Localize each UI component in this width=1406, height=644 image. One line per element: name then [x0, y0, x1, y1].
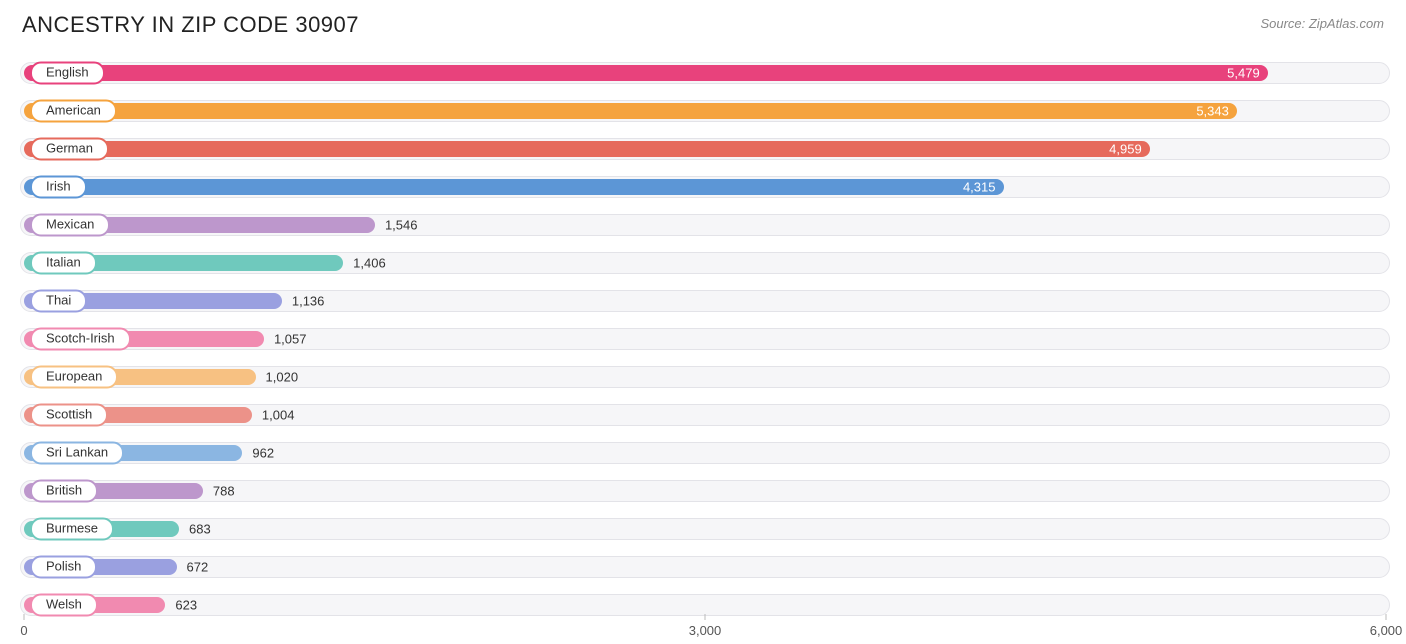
bar-value: 5,343 — [1196, 104, 1229, 119]
bar-value: 1,057 — [274, 332, 307, 347]
bar-label-pill: English — [30, 62, 105, 85]
bar-value: 788 — [213, 484, 235, 499]
bar-label-pill: Welsh — [30, 594, 98, 617]
bar-fill — [24, 65, 1268, 81]
bar-label-pill: Sri Lankan — [30, 442, 124, 465]
bar-value: 4,959 — [1109, 142, 1142, 157]
bar-row: Mexican 1,546 — [20, 208, 1390, 242]
axis-tick-label: 3,000 — [689, 623, 722, 638]
bar-value: 4,315 — [963, 180, 996, 195]
bar-label-pill: Polish — [30, 556, 97, 579]
bar-row: English 5,479 — [20, 56, 1390, 90]
bar-fill — [24, 179, 1004, 195]
bar-value: 1,136 — [292, 294, 325, 309]
bar-value: 1,406 — [353, 256, 386, 271]
bar-label-pill: British — [30, 480, 98, 503]
bar-value: 1,004 — [262, 408, 295, 423]
bar-row: European 1,020 — [20, 360, 1390, 394]
bar-value: 683 — [189, 522, 211, 537]
bar-value: 672 — [187, 560, 209, 575]
source-attribution: Source: ZipAtlas.com — [1260, 12, 1384, 31]
bar-value: 1,020 — [266, 370, 299, 385]
bar-track — [20, 594, 1390, 616]
bar-row: German 4,959 — [20, 132, 1390, 166]
bar-row: Scottish 1,004 — [20, 398, 1390, 432]
bar-label-pill: American — [30, 100, 117, 123]
bar-row: American 5,343 — [20, 94, 1390, 128]
x-axis: 03,0006,000 — [20, 618, 1390, 638]
axis-tick-mark — [1386, 614, 1387, 620]
bar-label-pill: German — [30, 138, 109, 161]
bar-track — [20, 556, 1390, 578]
bar-row: Sri Lankan 962 — [20, 436, 1390, 470]
axis-tick-mark — [705, 614, 706, 620]
bar-value: 1,546 — [385, 218, 418, 233]
bar-label-pill: Irish — [30, 176, 87, 199]
bar-row: Scotch-Irish 1,057 — [20, 322, 1390, 356]
bar-row: Italian 1,406 — [20, 246, 1390, 280]
bar-fill — [24, 103, 1237, 119]
ancestry-bar-chart: English 5,479 American 5,343 German 4,959 Iris… — [20, 56, 1390, 614]
bar-label-pill: Mexican — [30, 214, 110, 237]
bar-row: British 788 — [20, 474, 1390, 508]
bar-label-pill: Scotch-Irish — [30, 328, 131, 351]
chart-title: ANCESTRY IN ZIP CODE 30907 — [22, 12, 359, 38]
axis-tick-label: 6,000 — [1370, 623, 1403, 638]
bar-label-pill: European — [30, 366, 118, 389]
bar-row: Polish 672 — [20, 550, 1390, 584]
bar-fill — [24, 141, 1150, 157]
bar-row: Burmese 683 — [20, 512, 1390, 546]
bar-value: 962 — [252, 446, 274, 461]
axis-tick-label: 0 — [20, 623, 27, 638]
axis-tick-mark — [24, 614, 25, 620]
bar-value: 623 — [175, 598, 197, 613]
bar-row: Irish 4,315 — [20, 170, 1390, 204]
bar-label-pill: Burmese — [30, 518, 114, 541]
bar-row: Thai 1,136 — [20, 284, 1390, 318]
bar-label-pill: Thai — [30, 290, 87, 313]
bar-value: 5,479 — [1227, 66, 1260, 81]
bar-label-pill: Scottish — [30, 404, 108, 427]
bar-label-pill: Italian — [30, 252, 97, 275]
bar-track — [20, 518, 1390, 540]
